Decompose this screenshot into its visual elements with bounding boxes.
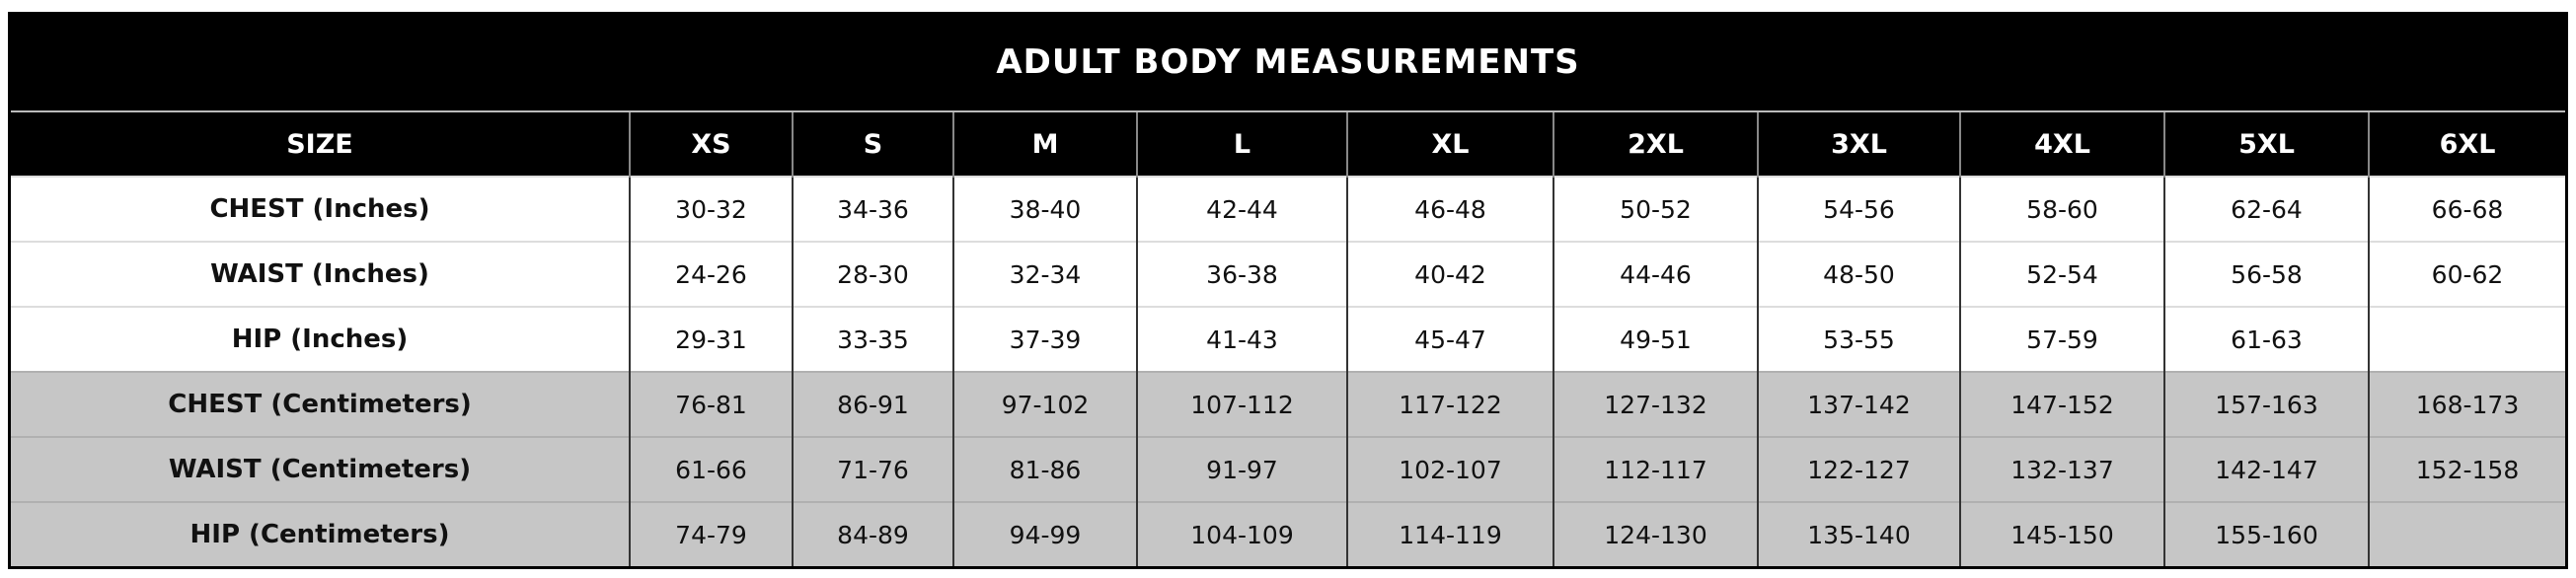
size-header: 2XL bbox=[1553, 112, 1758, 177]
measurement-cell: 37-39 bbox=[952, 306, 1137, 372]
measurement-cell: 122-127 bbox=[1757, 436, 1960, 502]
measurement-cell: 32-34 bbox=[952, 241, 1137, 307]
measurement-cell: 54-56 bbox=[1757, 176, 1960, 242]
size-header: L bbox=[1136, 112, 1347, 177]
measurement-row: WAIST (Inches) 24-26 28-30 32-34 36-38 40-42 4… bbox=[11, 241, 2565, 307]
measurement-cell: 49-51 bbox=[1553, 306, 1758, 372]
row-label: HIP (Centimeters) bbox=[11, 501, 630, 566]
table-body: CHEST (Inches) 30-32 34-36 38-40 42-44 46-48 5… bbox=[11, 176, 2565, 566]
measurement-cell: 152-158 bbox=[2368, 436, 2565, 502]
measurement-cell: 102-107 bbox=[1346, 436, 1553, 502]
measurement-cell: 46-48 bbox=[1346, 176, 1553, 242]
measurement-cell: 91-97 bbox=[1136, 436, 1347, 502]
size-header: S bbox=[792, 112, 953, 177]
measurement-cell: 44-46 bbox=[1553, 241, 1758, 307]
measurement-cell: 81-86 bbox=[952, 436, 1137, 502]
measurement-cell: 104-109 bbox=[1136, 501, 1347, 566]
measurement-cell: 34-36 bbox=[792, 176, 953, 242]
table-title: ADULT BODY MEASUREMENTS bbox=[11, 15, 2565, 112]
measurement-cell: 29-31 bbox=[629, 306, 793, 372]
size-header: XL bbox=[1346, 112, 1553, 177]
measurement-cell: 66-68 bbox=[2368, 176, 2565, 242]
measurement-cell: 61-63 bbox=[2163, 306, 2369, 372]
measurement-cell: 112-117 bbox=[1553, 436, 1758, 502]
measurement-row: CHEST (Inches) 30-32 34-36 38-40 42-44 46-48 5… bbox=[11, 176, 2565, 242]
measurement-cell: 84-89 bbox=[792, 501, 953, 566]
measurement-cell: 45-47 bbox=[1346, 306, 1553, 372]
size-header: M bbox=[952, 112, 1137, 177]
measurement-cell bbox=[2368, 306, 2565, 372]
size-header: XS bbox=[629, 112, 793, 177]
measurement-cell: 61-66 bbox=[629, 436, 793, 502]
measurement-cell: 74-79 bbox=[629, 501, 793, 566]
measurement-cell: 71-76 bbox=[792, 436, 953, 502]
measurement-cell: 76-81 bbox=[629, 371, 793, 437]
measurement-cell: 42-44 bbox=[1136, 176, 1347, 242]
size-label-header: SIZE bbox=[11, 112, 630, 177]
measurement-cell: 157-163 bbox=[2163, 371, 2369, 437]
measurement-cell: 57-59 bbox=[1959, 306, 2164, 372]
row-label: HIP (Inches) bbox=[11, 306, 630, 372]
measurement-cell: 60-62 bbox=[2368, 241, 2565, 307]
measurement-cell: 24-26 bbox=[629, 241, 793, 307]
measurement-cell: 56-58 bbox=[2163, 241, 2369, 307]
measurement-cell: 117-122 bbox=[1346, 371, 1553, 437]
measurement-cell: 53-55 bbox=[1757, 306, 1960, 372]
measurement-row: WAIST (Centimeters) 61-66 71-76 81-86 91-97 1… bbox=[11, 436, 2565, 502]
measurement-cell: 94-99 bbox=[952, 501, 1137, 566]
measurement-cell bbox=[2368, 501, 2565, 566]
measurement-cell: 127-132 bbox=[1553, 371, 1758, 437]
size-header: 3XL bbox=[1757, 112, 1960, 177]
measurement-cell: 33-35 bbox=[792, 306, 953, 372]
measurement-cell: 137-142 bbox=[1757, 371, 1960, 437]
size-table: SIZE XS S M L XL 2XL 3XL 4XL 5XL 6XL CHEST (Inches… bbox=[11, 112, 2565, 566]
measurement-cell: 124-130 bbox=[1553, 501, 1758, 566]
measurement-cell: 86-91 bbox=[792, 371, 953, 437]
measurement-cell: 132-137 bbox=[1959, 436, 2164, 502]
measurement-row: HIP (Centimeters) 74-79 84-89 94-99 104-109 1… bbox=[11, 501, 2565, 566]
measurement-cell: 38-40 bbox=[952, 176, 1137, 242]
size-header: 5XL bbox=[2163, 112, 2369, 177]
measurement-cell: 147-152 bbox=[1959, 371, 2164, 437]
measurement-cell: 62-64 bbox=[2163, 176, 2369, 242]
measurement-cell: 114-119 bbox=[1346, 501, 1553, 566]
size-chart: ADULT BODY MEASUREMENTS SIZE XS S M L XL 2XL 3X… bbox=[8, 12, 2568, 569]
measurement-cell: 58-60 bbox=[1959, 176, 2164, 242]
measurement-cell: 40-42 bbox=[1346, 241, 1553, 307]
header-row: SIZE XS S M L XL 2XL 3XL 4XL 5XL 6XL bbox=[11, 112, 2565, 177]
size-header: 4XL bbox=[1959, 112, 2164, 177]
row-label: CHEST (Inches) bbox=[11, 176, 630, 242]
measurement-row: CHEST (Centimeters) 76-81 86-91 97-102 107-1… bbox=[11, 371, 2565, 437]
size-header: 6XL bbox=[2368, 112, 2565, 177]
measurement-cell: 48-50 bbox=[1757, 241, 1960, 307]
measurement-cell: 52-54 bbox=[1959, 241, 2164, 307]
measurement-cell: 28-30 bbox=[792, 241, 953, 307]
measurement-cell: 97-102 bbox=[952, 371, 1137, 437]
row-label: WAIST (Centimeters) bbox=[11, 436, 630, 502]
measurement-cell: 145-150 bbox=[1959, 501, 2164, 566]
row-label: WAIST (Inches) bbox=[11, 241, 630, 307]
measurement-cell: 30-32 bbox=[629, 176, 793, 242]
measurement-cell: 107-112 bbox=[1136, 371, 1347, 437]
measurement-cell: 135-140 bbox=[1757, 501, 1960, 566]
measurement-row: HIP (Inches) 29-31 33-35 37-39 41-43 45-47 49-… bbox=[11, 306, 2565, 372]
measurement-cell: 41-43 bbox=[1136, 306, 1347, 372]
measurement-cell: 168-173 bbox=[2368, 371, 2565, 437]
measurement-cell: 142-147 bbox=[2163, 436, 2369, 502]
measurement-cell: 36-38 bbox=[1136, 241, 1347, 307]
measurement-cell: 155-160 bbox=[2163, 501, 2369, 566]
row-label: CHEST (Centimeters) bbox=[11, 371, 630, 437]
measurement-cell: 50-52 bbox=[1553, 176, 1758, 242]
